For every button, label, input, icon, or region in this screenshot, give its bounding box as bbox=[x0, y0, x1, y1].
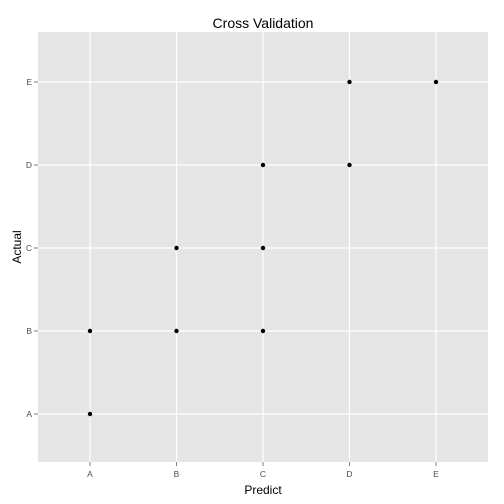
x-tick-label: A bbox=[87, 469, 93, 479]
data-point bbox=[88, 412, 92, 416]
data-point bbox=[261, 163, 265, 167]
data-point bbox=[174, 329, 178, 333]
y-tick-label: E bbox=[26, 77, 32, 87]
data-point bbox=[261, 329, 265, 333]
chart-title: Cross Validation bbox=[213, 15, 314, 31]
y-tick-label: D bbox=[26, 160, 32, 170]
data-point bbox=[347, 80, 351, 84]
x-tick-label: B bbox=[174, 469, 180, 479]
y-tick-label: A bbox=[26, 409, 32, 419]
y-tick-label: C bbox=[26, 243, 32, 253]
x-tick-label: C bbox=[260, 469, 266, 479]
x-tick-label: D bbox=[346, 469, 352, 479]
data-point bbox=[434, 80, 438, 84]
x-tick-label: E bbox=[433, 469, 439, 479]
x-axis-title: Predict bbox=[244, 483, 282, 497]
data-point bbox=[347, 163, 351, 167]
data-point bbox=[88, 329, 92, 333]
data-point bbox=[261, 246, 265, 250]
y-axis-title: Actual bbox=[10, 230, 24, 263]
y-tick-label: B bbox=[26, 326, 32, 336]
y-axis-ticks: A B C D E bbox=[26, 77, 38, 419]
x-axis-ticks: A B C D E bbox=[87, 462, 439, 479]
data-point bbox=[174, 246, 178, 250]
